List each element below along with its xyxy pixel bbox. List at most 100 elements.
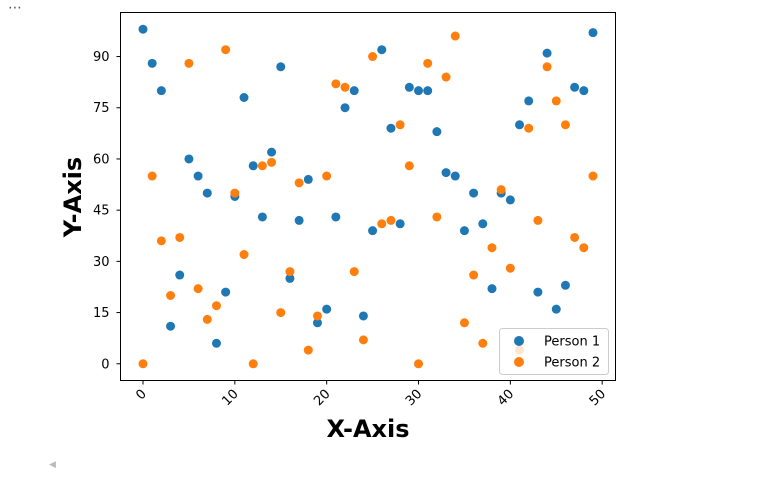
data-point-person-2 [349, 267, 359, 277]
y-tick-label: 15 [93, 306, 110, 321]
data-point-person-2 [285, 267, 295, 277]
x-tick-label: 40 [495, 387, 517, 409]
data-point-person-1 [175, 270, 185, 280]
x-axis-ticks: 0 10 20 30 40 50 [133, 380, 609, 409]
data-point-person-1 [395, 219, 405, 229]
data-point-person-1 [404, 82, 414, 92]
data-point-person-2 [276, 308, 286, 318]
data-point-person-2 [579, 243, 589, 253]
data-point-person-1 [267, 147, 277, 157]
data-point-person-1 [515, 120, 525, 130]
x-tick-label: 50 [587, 387, 609, 409]
data-point-person-2 [487, 243, 497, 253]
data-point-person-1 [560, 280, 570, 290]
data-point-person-2 [588, 171, 598, 181]
data-point-person-2 [478, 338, 488, 348]
x-tick-label: 0 [133, 387, 149, 403]
data-point-person-2 [239, 250, 249, 260]
data-point-person-1 [551, 304, 561, 314]
data-point-person-2 [322, 171, 332, 181]
data-point-person-1 [156, 86, 166, 96]
data-point-person-2 [202, 314, 212, 324]
data-point-person-2 [533, 215, 543, 225]
data-point-person-1 [441, 168, 451, 178]
data-point-person-2 [423, 58, 433, 68]
data-point-person-2 [248, 359, 258, 369]
data-point-person-1 [377, 45, 387, 55]
data-point-person-1 [248, 161, 258, 171]
x-tick-label: 10 [219, 387, 241, 409]
scroll-left-arrow-icon[interactable]: ◀ [49, 460, 56, 470]
legend-box [499, 328, 609, 375]
data-point-person-1 [368, 226, 378, 236]
data-point-person-1 [303, 174, 313, 184]
data-point-person-1 [588, 28, 598, 38]
data-point-person-1 [478, 219, 488, 229]
data-point-person-1 [331, 212, 341, 222]
data-point-person-1 [239, 93, 249, 103]
data-point-person-1 [414, 86, 424, 96]
data-point-person-1 [524, 96, 534, 106]
output-ellipsis[interactable]: ⋯ [8, 0, 22, 16]
data-point-person-1 [193, 171, 203, 181]
data-point-person-2 [469, 270, 479, 280]
data-point-person-1 [570, 82, 580, 92]
data-point-person-2 [551, 96, 561, 106]
data-point-person-2 [156, 236, 166, 246]
y-tick-label: 0 [101, 357, 109, 372]
data-point-person-1 [221, 287, 231, 297]
data-point-person-2 [441, 72, 451, 82]
data-point-person-2 [404, 161, 414, 171]
data-point-person-2 [358, 335, 368, 345]
data-point-person-2 [432, 212, 442, 222]
data-point-person-2 [303, 345, 313, 355]
data-point-person-1 [340, 103, 350, 113]
data-point-person-1 [184, 154, 194, 164]
data-point-person-2 [294, 178, 304, 188]
data-point-person-2 [560, 120, 570, 130]
data-point-person-1 [505, 195, 515, 205]
data-point-person-1 [257, 212, 267, 222]
legend: Person 1 Person 2 [499, 328, 609, 375]
data-point-person-2 [450, 31, 460, 41]
data-point-person-2 [267, 157, 277, 167]
data-point-person-1 [166, 321, 176, 331]
data-point-person-2 [193, 284, 203, 294]
data-point-person-2 [505, 263, 515, 273]
data-point-person-1 [358, 311, 368, 321]
y-tick-label: 60 [93, 152, 110, 167]
x-tick-label: 20 [311, 387, 333, 409]
y-tick-label: 45 [93, 204, 110, 219]
data-point-person-1 [423, 86, 433, 96]
data-point-person-2 [230, 188, 240, 198]
data-point-person-2 [312, 311, 322, 321]
y-tick-label: 90 [93, 50, 110, 65]
y-tick-label: 30 [93, 255, 110, 270]
y-tick-label: 75 [93, 101, 110, 116]
data-point-person-1 [579, 86, 589, 96]
data-point-person-2 [524, 123, 534, 133]
data-points [138, 24, 598, 369]
x-axis-label: X-Axis [326, 415, 409, 443]
data-point-person-1 [285, 273, 295, 283]
data-point-person-1 [450, 171, 460, 181]
data-point-person-2 [331, 79, 341, 89]
data-point-person-2 [459, 318, 469, 328]
data-point-person-1 [542, 48, 552, 58]
data-point-person-1 [147, 58, 157, 68]
legend-marker-person-1 [514, 336, 524, 346]
data-point-person-2 [570, 232, 580, 242]
data-point-person-2 [257, 161, 267, 171]
legend-label-person-1: Person 1 [544, 335, 600, 350]
data-point-person-1 [276, 62, 286, 72]
legend-label-person-2: Person 2 [544, 356, 600, 371]
data-point-person-2 [147, 171, 157, 181]
data-point-person-1 [469, 188, 479, 198]
x-tick-label: 30 [403, 387, 425, 409]
data-point-person-2 [175, 232, 185, 242]
data-point-person-1 [312, 318, 322, 328]
data-point-person-1 [322, 304, 332, 314]
data-point-person-2 [386, 215, 396, 225]
data-point-person-2 [166, 290, 176, 300]
